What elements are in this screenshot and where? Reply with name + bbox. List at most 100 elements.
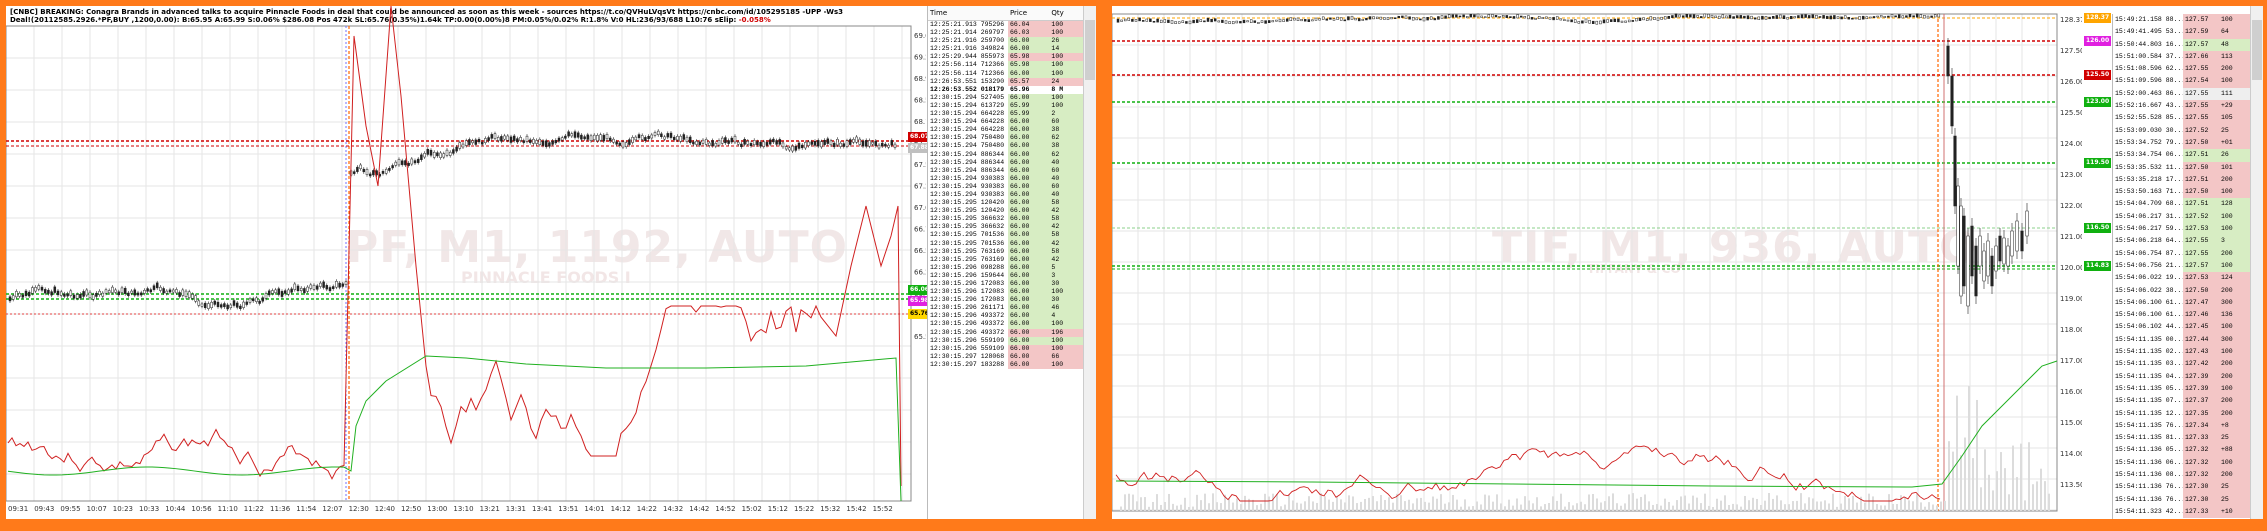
tape-row[interactable]: 12:25:29.944 855973 65.98 100 bbox=[928, 53, 1083, 62]
tape-row[interactable]: 15:53:34.752 79... 127.50 +01 bbox=[2113, 136, 2251, 150]
tape-row[interactable]: 15:54:11.136 06... 127.32 100 bbox=[2113, 456, 2251, 469]
tape-row[interactable]: 12:30:15.294 886344 66.00 40 bbox=[928, 158, 1083, 167]
tape-row[interactable]: 15:54:11.136 76... 127.30 25 bbox=[2113, 493, 2251, 506]
candle bbox=[1998, 235, 2002, 262]
left-price-chart[interactable]: 69.6069.2568.9068.5068.1567.7567.5067.25… bbox=[6, 6, 926, 519]
candle bbox=[1527, 15, 1530, 20]
candle bbox=[1469, 14, 1473, 18]
tape-row[interactable]: 15:51:09.596 88... 127.54 100 bbox=[2113, 75, 2251, 88]
tape-row[interactable]: 15:53:34.754 06... 127.51 26 bbox=[2113, 149, 2251, 162]
tape-row[interactable]: 15:53:35.532 11... 127.50 101 bbox=[2113, 161, 2251, 174]
tape-row[interactable]: 15:54:06.754 87... 127.55 200 bbox=[2113, 247, 2251, 260]
tape-row[interactable]: 15:53:35.218 17... 127.51 200 bbox=[2113, 173, 2251, 187]
tape-row[interactable]: 15:54:06.022 19... 127.53 124 bbox=[2113, 272, 2251, 285]
tape-row[interactable]: 15:50:44.803 16... 127.57 48 bbox=[2113, 38, 2251, 51]
tape-row[interactable]: 15:52:00.463 86... 127.55 111 bbox=[2113, 87, 2251, 101]
tape-row[interactable]: 12:30:15.295 120420 66.00 58 bbox=[928, 199, 1083, 208]
right-time-and-sales[interactable]: 15:49:21.158 88... 127.57 100 15:49:41.495 … bbox=[2112, 14, 2251, 519]
tape-row[interactable]: 15:54:06.100 61... 127.47 300 bbox=[2113, 296, 2251, 310]
tape-row[interactable]: 12:30:15.296 493372 66.00 196 bbox=[928, 328, 1083, 337]
tape-cell: 127.45 bbox=[2183, 321, 2219, 334]
tape-row[interactable]: 12:26:53.551 153290 65.57 24 bbox=[928, 77, 1083, 86]
left-time-and-sales[interactable]: Time Price Qty 12:25:21.913 795296 66.04 1… bbox=[927, 6, 1083, 519]
tape-row[interactable]: 15:54:11.135 05... 127.39 100 bbox=[2113, 382, 2251, 396]
tape-row[interactable]: 15:51:08.596 62... 127.55 200 bbox=[2113, 63, 2251, 76]
volume-bar bbox=[1140, 497, 1142, 511]
tape-row[interactable]: 15:54:11.135 04... 127.39 200 bbox=[2113, 370, 2251, 383]
tape-row[interactable]: 12:25:21.914 269797 66.03 100 bbox=[928, 29, 1083, 38]
tape-row[interactable]: 12:25:21.916 349824 66.00 14 bbox=[928, 45, 1083, 54]
tape-row[interactable]: 15:54:11.135 00... 127.44 300 bbox=[2113, 333, 2251, 347]
tape-row[interactable]: 12:25:21.913 795296 66.04 100 bbox=[928, 21, 1083, 30]
tape-row[interactable]: 15:54:06.217 59... 127.53 100 bbox=[2113, 223, 2251, 236]
volume-bar bbox=[1372, 496, 1374, 511]
candle bbox=[1825, 15, 1829, 19]
tape-row[interactable]: 15:54:11.135 76... 127.34 +8 bbox=[2113, 419, 2251, 433]
tape-row[interactable]: 12:30:15.294 527405 66.00 100 bbox=[928, 93, 1083, 102]
tape-row[interactable]: 15:54:11.135 07... 127.37 200 bbox=[2113, 395, 2251, 408]
tape-row[interactable]: 12:30:15.294 930383 66.00 40 bbox=[928, 190, 1083, 200]
tape-row[interactable]: 12:30:15.297 128068 66.00 66 bbox=[928, 352, 1083, 361]
tape-row[interactable]: 15:52:55.528 85... 127.55 105 bbox=[2113, 112, 2251, 125]
tape-row[interactable]: 12:30:15.295 120420 66.00 42 bbox=[928, 207, 1083, 216]
left-tape-scrollbar[interactable] bbox=[1083, 6, 1096, 519]
right-tape-scrollbar[interactable] bbox=[2250, 6, 2263, 519]
tape-row[interactable]: 15:54:06.102 44... 127.45 100 bbox=[2113, 321, 2251, 334]
tape-row[interactable]: 12:26:53.552 018179 65.96 8 M bbox=[928, 86, 1083, 94]
tape-row[interactable]: 12:30:15.296 493372 66.00 100 bbox=[928, 320, 1083, 329]
time-axis-label: 10:56 bbox=[191, 505, 212, 513]
tape-row[interactable]: 12:30:15.296 172083 66.00 30 bbox=[928, 280, 1083, 289]
tape-row[interactable]: 15:54:11.135 02... 127.43 100 bbox=[2113, 346, 2251, 359]
tape-row[interactable]: 15:54:06.218 64... 127.55 3 bbox=[2113, 235, 2251, 248]
tape-row[interactable]: 12:30:15.294 664228 66.00 60 bbox=[928, 118, 1083, 127]
tape-row[interactable]: 12:30:15.294 930383 66.00 40 bbox=[928, 174, 1083, 183]
tape-row[interactable]: 12:30:15.294 664228 66.00 38 bbox=[928, 126, 1083, 135]
tape-row[interactable]: 12:30:15.294 613729 65.99 100 bbox=[928, 101, 1083, 111]
tape-row[interactable]: 15:49:21.158 88... 127.57 100 bbox=[2113, 14, 2251, 27]
tape-row[interactable]: 12:30:15.295 701536 66.00 58 bbox=[928, 231, 1083, 240]
tape-row[interactable]: 15:54:06.022 38... 127.50 200 bbox=[2113, 284, 2251, 297]
tape-row[interactable]: 15:51:00.584 37... 127.66 113 bbox=[2113, 50, 2251, 64]
tape-cell: 127.42 bbox=[2183, 358, 2219, 371]
tape-row[interactable]: 12:30:15.295 366632 66.00 42 bbox=[928, 223, 1083, 232]
tape-row[interactable]: 15:54:11.323 42... 127.33 +10 bbox=[2113, 505, 2251, 519]
tape-row[interactable]: 12:30:15.294 664228 65.99 2 bbox=[928, 110, 1083, 119]
tape-row[interactable]: 12:30:15.294 886344 66.00 62 bbox=[928, 150, 1083, 159]
tape-row[interactable]: 12:30:15.295 763169 66.00 42 bbox=[928, 255, 1083, 264]
tape-row[interactable]: 12:25:56.114 712366 66.00 100 bbox=[928, 69, 1083, 78]
tape-row[interactable]: 15:54:11.136 76... 127.30 25 bbox=[2113, 481, 2251, 494]
tape-row[interactable]: 12:30:15.296 493372 66.00 4 bbox=[928, 312, 1083, 321]
tape-row[interactable]: 15:54:11.136 05... 127.32 +88 bbox=[2113, 444, 2251, 457]
tape-row[interactable]: 12:25:21.916 259700 66.00 26 bbox=[928, 37, 1083, 46]
tape-row[interactable]: 15:53:09.030 30... 127.52 25 bbox=[2113, 124, 2251, 137]
tape-row[interactable]: 12:30:15.297 183288 66.00 100 bbox=[928, 360, 1083, 370]
tape-row[interactable]: 12:30:15.294 886344 66.00 60 bbox=[928, 166, 1083, 175]
tape-row[interactable]: 15:54:06.756 21... 127.57 100 bbox=[2113, 259, 2251, 273]
tape-row[interactable]: 12:30:15.294 750480 66.00 62 bbox=[928, 134, 1083, 143]
tape-row[interactable]: 15:54:06.100 61... 127.46 136 bbox=[2113, 309, 2251, 322]
tape-row[interactable]: 12:30:15.296 261171 66.00 46 bbox=[928, 304, 1083, 313]
tape-row[interactable]: 12:30:15.296 172083 66.00 30 bbox=[928, 296, 1083, 305]
tape-row[interactable]: 15:54:06.217 31... 127.52 100 bbox=[2113, 210, 2251, 224]
tape-row[interactable]: 15:54:11.135 03... 127.42 200 bbox=[2113, 358, 2251, 371]
tape-row[interactable]: 12:30:15.295 366632 66.00 58 bbox=[928, 215, 1083, 224]
tape-row[interactable]: 12:30:15.294 930383 66.00 60 bbox=[928, 182, 1083, 191]
tape-row[interactable]: 15:49:41.495 53... 127.59 64 bbox=[2113, 26, 2251, 39]
tape-row[interactable]: 12:30:15.296 098288 66.00 5 bbox=[928, 263, 1083, 272]
tape-row[interactable]: 15:53:50.163 71... 127.50 100 bbox=[2113, 186, 2251, 199]
tape-row[interactable]: 15:54:11.136 08... 127.32 200 bbox=[2113, 468, 2251, 482]
tape-row[interactable]: 12:25:56.114 712366 65.98 100 bbox=[928, 61, 1083, 70]
tape-row[interactable]: 12:30:15.296 559109 66.00 100 bbox=[928, 336, 1083, 345]
tape-row[interactable]: 12:30:15.295 701536 66.00 42 bbox=[928, 239, 1083, 248]
tape-row[interactable]: 12:30:15.296 159644 66.00 3 bbox=[928, 271, 1083, 280]
tape-row[interactable]: 12:30:15.296 172083 66.00 100 bbox=[928, 288, 1083, 297]
tape-row[interactable]: 12:30:15.294 750480 66.00 38 bbox=[928, 142, 1083, 151]
tape-row[interactable]: 12:30:15.296 559109 66.00 100 bbox=[928, 344, 1083, 353]
right-price-chart[interactable]: 128.37 127.50 126.00 125.50 124.00 123.00 122.… bbox=[1112, 6, 2082, 519]
candle bbox=[794, 146, 798, 151]
tape-row[interactable]: 15:54:11.135 81... 127.33 25 bbox=[2113, 432, 2251, 445]
tape-row[interactable]: 15:54:04.709 68... 127.51 128 bbox=[2113, 198, 2251, 211]
tape-row[interactable]: 15:52:16.667 43... 127.55 +29 bbox=[2113, 100, 2251, 113]
tape-row[interactable]: 15:54:11.135 12... 127.35 200 bbox=[2113, 407, 2251, 420]
tape-row[interactable]: 12:30:15.295 763169 66.00 58 bbox=[928, 247, 1083, 256]
